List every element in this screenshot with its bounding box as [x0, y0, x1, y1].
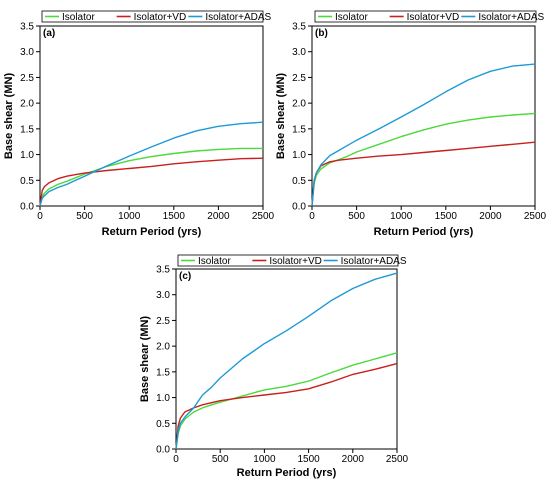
x-tick-label: 0: [173, 454, 179, 465]
x-tick-label: 1500: [435, 211, 458, 222]
y-tick-label: 3.0: [156, 290, 170, 301]
y-tick-label: 3.0: [292, 47, 306, 58]
x-axis-title: Return Period (yrs): [102, 226, 202, 238]
legend-box: [314, 10, 537, 23]
y-tick-label: 2.5: [20, 73, 34, 84]
y-tick-label: 2.5: [156, 316, 170, 327]
x-tick-label: 1500: [297, 454, 320, 465]
y-tick-label: 3.5: [292, 22, 306, 33]
y-tick-label: 2.0: [156, 342, 170, 353]
legend-box: [177, 254, 399, 267]
y-tick-label: 1.5: [20, 124, 34, 135]
y-tick-label: 2.0: [292, 99, 306, 110]
y-axis-title: Base shear (MN): [3, 73, 15, 160]
legend-label: Isolator: [62, 12, 95, 23]
series-line-isolator-adas: [39, 121, 264, 207]
y-tick-label: 0.5: [156, 419, 170, 430]
plot-frame: [311, 25, 536, 207]
legend-label: Isolator+ADAS: [478, 12, 544, 23]
y-tick-label: 2.5: [292, 73, 306, 84]
x-tick-label: 1000: [390, 211, 413, 222]
series-line-isolator-vd: [175, 362, 398, 450]
legend-label: Isolator+ADAS: [341, 256, 407, 267]
chart-panel-2: 0 500 1000 1500 2000 2500 0.0 0.5 1.0 1.5 2.0 2.5 3.…: [275, 10, 547, 238]
x-tick-label: 0: [309, 211, 315, 222]
legend: Isolator Isolator+VD Isolator+ADAS: [314, 10, 545, 23]
x-tick-label: 2500: [386, 454, 409, 465]
y-tick-label: 2.0: [20, 99, 34, 110]
y-tick-label: 3.5: [20, 22, 34, 33]
series-line-isolator: [39, 147, 263, 207]
series-line-isolator: [311, 112, 536, 207]
x-tick-label: 1000: [253, 454, 276, 465]
plot-frame: [175, 268, 398, 450]
x-tick-label: 500: [348, 211, 365, 222]
y-axis-title: Base shear (MN): [275, 73, 287, 160]
x-tick-label: 2000: [479, 211, 502, 222]
legend-label: Isolator: [198, 256, 231, 267]
series-line-isolator: [175, 352, 398, 450]
series-line-isolator-vd: [311, 141, 536, 207]
y-tick-label: 0.5: [20, 176, 34, 187]
legend: Isolator Isolator+VD Isolator+ADAS: [41, 10, 272, 23]
x-tick-label: 500: [212, 454, 229, 465]
x-tick-label: 2500: [252, 211, 275, 222]
y-tick-label: 3.0: [20, 47, 34, 58]
x-axis-title: Return Period (yrs): [374, 226, 474, 238]
legend-label: Isolator+VD: [134, 12, 187, 23]
panel-label: (c): [179, 271, 191, 282]
y-axis-title: Base shear (MN): [139, 316, 151, 403]
series-line-isolator-adas: [311, 63, 536, 207]
legend-box: [41, 10, 264, 23]
y-tick-label: 1.5: [292, 124, 306, 135]
y-tick-label: 0.0: [292, 202, 306, 213]
x-tick-label: 0: [37, 211, 43, 222]
legend: Isolator Isolator+VD Isolator+ADAS: [177, 254, 407, 267]
chart-panel-1: 0 500 1000 1500 2000 2500 0.0 0.5 1.0 1.5 2.0 2.5 3.…: [3, 10, 275, 238]
y-tick-label: 1.0: [156, 393, 170, 404]
y-tick-label: 1.0: [292, 150, 306, 161]
x-tick-label: 2000: [342, 454, 365, 465]
x-tick-label: 500: [76, 211, 93, 222]
x-tick-label: 1000: [118, 211, 141, 222]
y-tick-label: 0.5: [292, 176, 306, 187]
y-tick-label: 0.0: [156, 445, 170, 456]
legend-label: Isolator+ADAS: [205, 12, 271, 23]
y-tick-label: 0.0: [20, 202, 34, 213]
panel-label: (a): [43, 28, 55, 39]
y-tick-label: 1.0: [20, 150, 34, 161]
panel-label: (b): [315, 28, 328, 39]
legend-label: Isolator: [335, 12, 368, 23]
plot-frame: [39, 25, 264, 207]
x-axis-title: Return Period (yrs): [237, 467, 337, 479]
legend-label: Isolator+VD: [407, 12, 460, 23]
x-tick-label: 2000: [207, 211, 230, 222]
chart-panel-3: 0 500 1000 1500 2000 2500 0.0 0.5 1.0 1.5 2.0 2.5 3.…: [139, 254, 409, 479]
y-tick-label: 3.5: [156, 265, 170, 276]
x-tick-label: 2500: [524, 211, 547, 222]
legend-label: Isolator+VD: [269, 256, 322, 267]
x-tick-label: 1500: [163, 211, 186, 222]
y-tick-label: 1.5: [156, 367, 170, 378]
series-line-isolator-adas: [175, 272, 398, 450]
